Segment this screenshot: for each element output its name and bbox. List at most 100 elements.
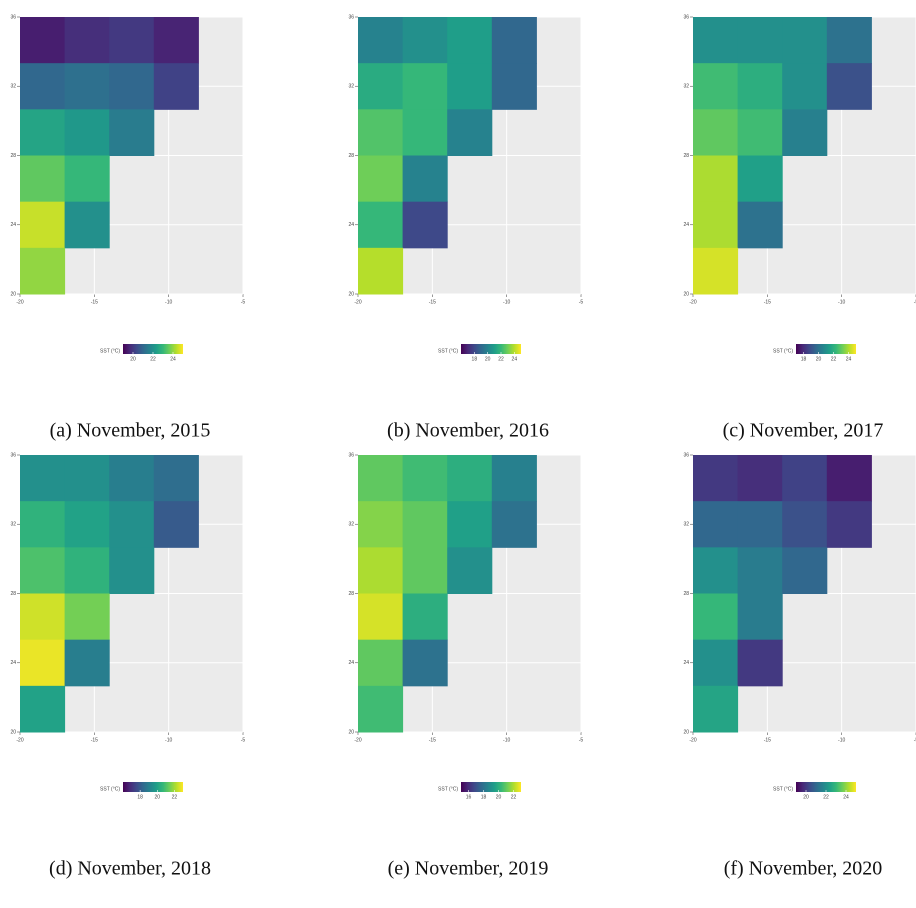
sst-cell [20, 685, 66, 733]
colorbar [796, 782, 856, 792]
colorbar-tick-label: 18 [137, 794, 143, 800]
sst-cell [109, 63, 155, 110]
y-tick-label: 20 [10, 291, 16, 297]
sst-cell [153, 63, 199, 110]
y-tick-label: 28 [10, 591, 16, 597]
colorbar-tick-label: 18 [481, 794, 487, 800]
sst-cell [693, 455, 739, 502]
colorbar-label: SST (°C) [773, 348, 793, 354]
x-tick-label: -10 [165, 299, 172, 305]
x-tick-label: -5 [914, 737, 916, 743]
sst-cell [447, 109, 493, 156]
y-tick-label: 32 [683, 522, 689, 528]
colorbar [796, 344, 856, 354]
sst-cell [737, 593, 783, 641]
colorbar-tick-label: 20 [485, 356, 491, 362]
y-tick-label: 24 [348, 660, 354, 666]
sst-cell [64, 501, 110, 548]
x-tick-label: -20 [16, 737, 23, 743]
y-tick-label: 20 [348, 729, 354, 735]
colorbar-label: SST (°C) [773, 786, 793, 792]
sst-cell [402, 109, 448, 156]
x-tick-label: -10 [838, 299, 845, 305]
x-tick-label: -15 [764, 737, 771, 743]
y-tick-label: 24 [10, 222, 16, 228]
colorbar-tick-label: 20 [803, 794, 809, 800]
sst-cell [358, 455, 404, 502]
sst-cell [447, 63, 493, 110]
sst-cell [358, 501, 404, 548]
x-tick-label: -10 [503, 737, 510, 743]
sst-cell [782, 63, 828, 110]
sst-cell [402, 501, 448, 548]
y-tick-label: 32 [10, 522, 16, 528]
sst-cell [20, 155, 66, 203]
colorbar-tick-label: 22 [150, 356, 156, 362]
sst-cell [447, 501, 493, 548]
sst-cell [491, 455, 537, 502]
colorbar [123, 344, 183, 354]
y-tick-label: 32 [10, 84, 16, 90]
sst-cell [20, 63, 66, 110]
sst-cell [153, 455, 199, 502]
sst-cell [737, 547, 783, 594]
colorbar-label: SST (°C) [438, 348, 458, 354]
sst-cell [693, 17, 739, 64]
x-tick-label: -5 [241, 299, 246, 305]
sst-cell [20, 639, 66, 687]
colorbar-label: SST (°C) [100, 348, 120, 354]
sst-cell [402, 547, 448, 594]
sst-cell [64, 155, 110, 203]
caption: (e) November, 2019 [388, 858, 549, 880]
colorbar-tick-label: 18 [472, 356, 478, 362]
colorbar-tick-label: 22 [511, 794, 517, 800]
sst-cell [782, 547, 828, 594]
sst-cell [109, 109, 155, 156]
sst-cell [402, 639, 448, 687]
x-tick-label: -5 [914, 299, 916, 305]
sst-cell [358, 63, 404, 110]
sst-cell [20, 109, 66, 156]
x-tick-label: -20 [354, 299, 361, 305]
y-tick-label: 20 [348, 291, 354, 297]
sst-cell [737, 501, 783, 548]
caption: (c) November, 2017 [723, 420, 884, 442]
sst-cell [402, 455, 448, 502]
sst-cell [358, 201, 404, 249]
sst-cell [737, 639, 783, 687]
x-tick-label: -15 [764, 299, 771, 305]
sst-cell [20, 501, 66, 548]
colorbar-tick-label: 24 [512, 356, 518, 362]
x-tick-label: -20 [689, 737, 696, 743]
colorbar-label: SST (°C) [100, 786, 120, 792]
colorbar-tick-label: 24 [170, 356, 176, 362]
sst-cell [826, 63, 872, 110]
y-tick-label: 32 [683, 84, 689, 90]
sst-cell [64, 639, 110, 687]
colorbar-tick-label: 20 [155, 794, 161, 800]
y-tick-label: 20 [683, 729, 689, 735]
y-tick-label: 28 [683, 591, 689, 597]
sst-cell [447, 17, 493, 64]
colorbar-tick-label: 22 [172, 794, 178, 800]
y-tick-label: 36 [10, 452, 16, 458]
sst-cell [693, 63, 739, 110]
colorbar-tick-label: 24 [843, 794, 849, 800]
y-tick-label: 32 [348, 522, 354, 528]
sst-cell [737, 17, 783, 64]
sst-cell [64, 201, 110, 249]
sst-cell [693, 501, 739, 548]
sst-cell [737, 109, 783, 156]
sst-cell [20, 17, 66, 64]
sst-cell [20, 593, 66, 641]
sst-cell [737, 63, 783, 110]
sst-cell [153, 17, 199, 64]
sst-cell [402, 17, 448, 64]
sst-cell [782, 17, 828, 64]
sst-cell [153, 501, 199, 548]
sst-cell [358, 17, 404, 64]
colorbar-tick-label: 18 [801, 356, 807, 362]
y-tick-label: 36 [10, 14, 16, 20]
sst-cell [491, 501, 537, 548]
